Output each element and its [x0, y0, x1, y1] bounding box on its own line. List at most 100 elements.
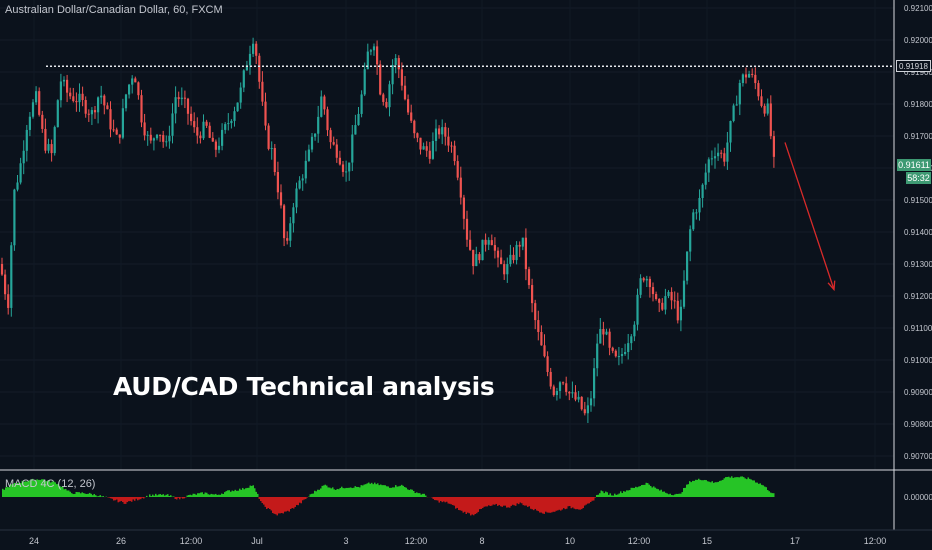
macd-bar	[143, 497, 145, 499]
macd-bar	[507, 497, 509, 508]
macd-bar	[207, 494, 209, 497]
candle-body	[140, 95, 143, 123]
arrow-shaft	[784, 142, 835, 290]
macd-bar	[363, 484, 365, 497]
macd-bar	[423, 493, 425, 497]
macd-bar	[648, 484, 650, 497]
macd-bar	[57, 483, 59, 497]
price-grid	[0, 7, 894, 457]
macd-bar	[221, 493, 223, 497]
candle-body	[416, 133, 419, 138]
candle-body	[351, 134, 354, 163]
macd-bar	[543, 497, 545, 514]
candle-body	[149, 134, 152, 141]
macd-bar	[158, 494, 160, 497]
macd-bar	[590, 497, 592, 503]
macd-bar	[135, 497, 137, 499]
candle-body	[190, 113, 193, 122]
macd-bar	[36, 479, 38, 497]
price-axis[interactable]: 0.921000.920000.919000.918000.917000.916…	[904, 4, 932, 461]
candle-body	[599, 328, 602, 344]
macd-bar	[59, 486, 61, 497]
macd-bar	[476, 497, 478, 514]
macd-bar	[609, 493, 611, 497]
macd-bar	[78, 492, 80, 497]
macd-bar	[537, 497, 539, 512]
candle-body	[221, 129, 224, 146]
macd-bar	[299, 497, 301, 503]
macd-bar	[462, 497, 464, 513]
macd-bar	[708, 481, 710, 497]
candle-body	[636, 294, 639, 325]
macd-bar	[333, 489, 335, 497]
macd-bar	[743, 477, 745, 497]
candle-body	[332, 142, 335, 145]
macd-bar	[69, 491, 71, 497]
macd-bar	[767, 490, 769, 497]
time-tick-label: 10	[565, 536, 575, 546]
macd-bar	[296, 497, 298, 505]
macd-bar	[65, 488, 67, 497]
macd-bar	[359, 487, 361, 497]
candle-body	[540, 331, 543, 346]
candle-body	[434, 128, 438, 141]
macd-bar	[278, 497, 280, 514]
candle-body	[146, 134, 149, 136]
candle-body	[403, 85, 407, 100]
macd-bar	[114, 497, 116, 501]
macd-bar	[750, 479, 752, 497]
candle-body	[645, 278, 648, 281]
macd-bar	[246, 487, 248, 497]
candle-body	[738, 82, 741, 105]
macd-bar	[257, 493, 259, 497]
macd-bar	[567, 497, 569, 507]
macd-bar	[365, 484, 367, 497]
macd-bar	[693, 480, 695, 497]
macd-bar	[615, 494, 617, 497]
macd-bar	[621, 493, 623, 497]
macd-bar	[663, 491, 665, 497]
time-tick-label: 8	[479, 536, 484, 546]
macd-bar	[390, 487, 392, 497]
macd-bar	[288, 497, 290, 512]
macd-bar	[659, 490, 661, 497]
candle-body	[549, 371, 552, 387]
candle-body	[233, 111, 236, 121]
candle-body	[769, 103, 772, 137]
candle-body	[478, 254, 481, 261]
macd-bar	[24, 481, 26, 497]
macd-bar	[437, 497, 439, 501]
macd-bar	[755, 482, 757, 497]
candle-body	[465, 218, 469, 240]
candle-body	[624, 351, 627, 355]
macd-bar	[416, 492, 418, 497]
macd-bar	[701, 480, 703, 497]
macd-bar	[113, 497, 115, 501]
macd-bar	[351, 488, 353, 497]
candle-body	[75, 101, 78, 103]
candle-body	[438, 128, 441, 135]
candle-body	[760, 96, 763, 106]
macd-bar	[714, 482, 716, 497]
candle-body	[0, 264, 4, 275]
candle-body	[630, 336, 633, 344]
time-axis[interactable]: 24 26 12:00 Jul 3 12:00 8 10 12:00 15 17 12:00	[29, 536, 886, 546]
candle-body	[217, 145, 221, 150]
candle-body	[128, 84, 131, 95]
macd-bar	[71, 493, 73, 497]
candle-body	[605, 331, 608, 335]
macd-bar	[401, 484, 403, 497]
candle-body	[239, 87, 242, 103]
macd-bar	[713, 482, 715, 497]
macd-bar	[680, 493, 682, 497]
macd-bar	[381, 485, 383, 497]
candle-body	[44, 128, 47, 151]
macd-bar	[203, 494, 205, 497]
macd-bar	[699, 479, 701, 497]
macd-bar	[335, 489, 337, 497]
candle-body	[614, 350, 617, 357]
macd-bar	[464, 497, 466, 512]
macd-bar	[585, 497, 587, 505]
macd-bar	[482, 497, 484, 509]
